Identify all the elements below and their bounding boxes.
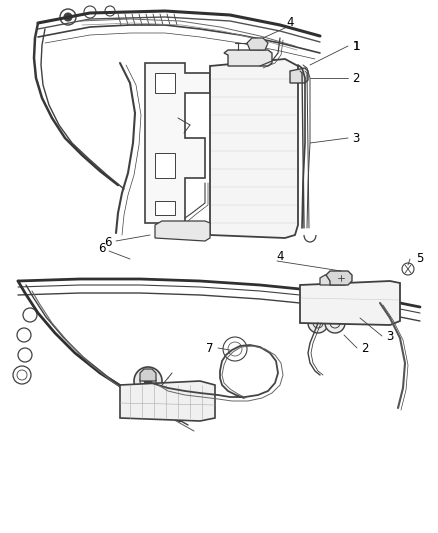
Text: 2: 2 <box>352 71 360 85</box>
Circle shape <box>308 313 328 333</box>
Text: 7: 7 <box>206 342 214 354</box>
Circle shape <box>64 13 72 21</box>
Polygon shape <box>155 221 210 241</box>
Text: 1: 1 <box>352 39 360 52</box>
Text: 5: 5 <box>416 253 424 265</box>
Circle shape <box>144 377 152 385</box>
Text: 6: 6 <box>98 241 106 254</box>
Text: 4: 4 <box>276 251 284 263</box>
Polygon shape <box>145 63 210 223</box>
Text: 6: 6 <box>104 237 112 249</box>
Polygon shape <box>120 381 215 421</box>
Polygon shape <box>155 153 175 178</box>
Polygon shape <box>300 281 400 325</box>
Polygon shape <box>247 38 268 50</box>
Text: 2: 2 <box>361 342 369 354</box>
Text: 3: 3 <box>352 132 360 144</box>
Polygon shape <box>326 271 352 285</box>
Circle shape <box>325 313 345 333</box>
Polygon shape <box>140 369 156 381</box>
Text: 3: 3 <box>386 329 394 343</box>
Polygon shape <box>210 59 298 238</box>
Polygon shape <box>155 201 175 215</box>
Polygon shape <box>320 275 345 285</box>
Text: 4: 4 <box>286 17 294 29</box>
Polygon shape <box>290 68 308 83</box>
Text: 1: 1 <box>352 39 360 52</box>
Circle shape <box>134 367 162 395</box>
Polygon shape <box>224 50 272 66</box>
Polygon shape <box>155 73 175 93</box>
